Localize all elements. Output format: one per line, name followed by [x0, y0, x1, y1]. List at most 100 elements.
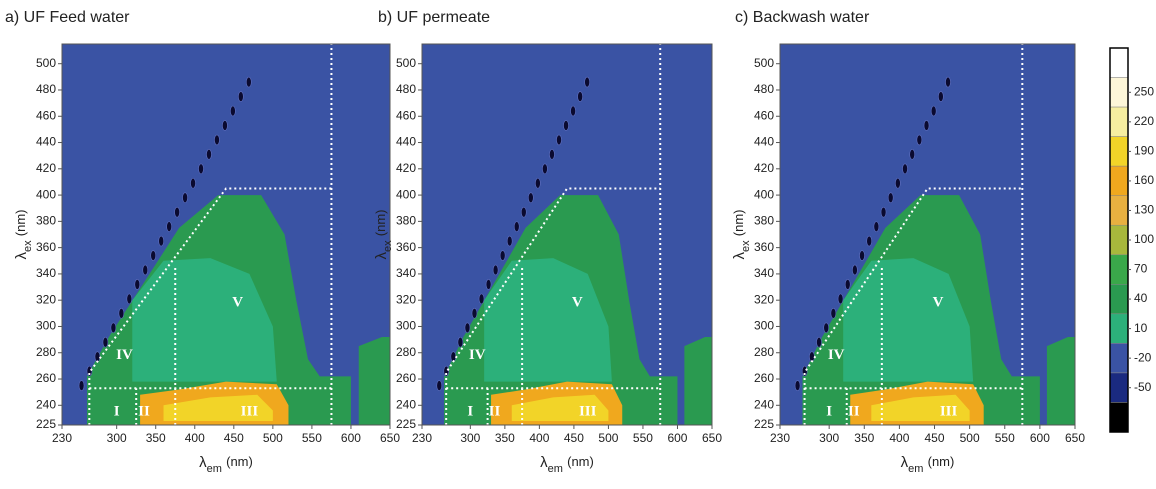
y-tick-label: 360 [754, 240, 774, 254]
colorbar-tick-label: 70 [1134, 262, 1148, 276]
scatter-band [520, 206, 527, 218]
scatter-band [166, 221, 172, 232]
axis-subscript: em [207, 463, 222, 475]
y-tick-label: 300 [754, 319, 774, 333]
plot-frame [779, 43, 1076, 426]
colorbar-box [1109, 372, 1129, 403]
scatter-band [230, 105, 236, 117]
contour-region [871, 394, 970, 422]
x-tick-label: 650 [380, 431, 400, 445]
x-tick-label: 500 [598, 431, 618, 445]
colorbar-box [1109, 402, 1129, 433]
contour-region [484, 258, 612, 382]
axis-unit: (nm) [928, 454, 955, 469]
colorbar-tick-label: 190 [1134, 144, 1154, 158]
x-tick-label: 450 [925, 431, 945, 445]
axis-subscript: ex [22, 240, 34, 252]
scatter-band [158, 235, 164, 247]
y-tick-label: 500 [754, 56, 774, 70]
y-tick-label: 260 [36, 371, 56, 385]
x-tick-label: 600 [341, 431, 361, 445]
y-tick-label: 240 [36, 397, 56, 411]
y-tick-label: 480 [396, 82, 416, 96]
scatter-band [206, 149, 212, 160]
scatter-band [126, 293, 133, 305]
y-tick-label: 440 [36, 135, 56, 149]
region-label: IV [469, 347, 486, 363]
x-tick-label: 500 [960, 431, 980, 445]
y-tick-label: 340 [36, 266, 56, 280]
region-label: III [241, 403, 259, 419]
scatter-band [134, 279, 141, 290]
scatter-band [852, 264, 858, 276]
colorbar-box [1109, 165, 1129, 196]
x-tick-label: 450 [564, 431, 584, 445]
scatter-band [198, 163, 204, 175]
axis-symbol: λ [373, 252, 390, 260]
scatter-band [945, 76, 951, 88]
axis-subscript: ex [382, 240, 394, 252]
x-tick-label: 500 [263, 431, 283, 445]
scatter-band [464, 322, 471, 334]
scatter-band [556, 134, 562, 146]
colorbar-tick-label: -50 [1134, 380, 1152, 394]
colorbar-box [1109, 224, 1129, 256]
scatter-band [492, 264, 499, 276]
y-tick-label: 420 [36, 161, 56, 175]
contour-region [684, 336, 712, 425]
scatter-band [499, 250, 506, 261]
x-tick-label: 230 [412, 431, 432, 445]
x-tick-label: 300 [107, 431, 127, 445]
y-tick-label: 420 [754, 161, 774, 175]
y-tick-label: 400 [396, 187, 416, 201]
axis-label: λem (nm) [901, 454, 955, 475]
y-tick-label: 480 [754, 82, 774, 96]
scatter-band [570, 105, 576, 117]
axis-subscript: ex [740, 240, 752, 252]
axis-symbol: λ [901, 454, 909, 471]
scatter-band [436, 380, 443, 391]
scatter-band [930, 105, 937, 117]
scatter-band [902, 163, 908, 175]
scatter-band [873, 221, 880, 232]
y-tick-label: 225 [36, 417, 56, 431]
scatter-band [78, 380, 85, 391]
axis-unit: (nm) [226, 454, 253, 469]
scatter-band [457, 336, 464, 348]
scatter-band [238, 91, 244, 102]
scatter-band [528, 192, 534, 204]
x-tick-label: 600 [1030, 431, 1050, 445]
colorbar-tick-label: 250 [1134, 84, 1154, 98]
y-tick-label: 340 [754, 266, 774, 280]
region-label: II [848, 403, 860, 419]
scatter-band [535, 177, 541, 189]
y-tick-label: 460 [36, 108, 56, 122]
y-tick-label: 360 [36, 240, 56, 254]
region-boundary [445, 187, 661, 425]
colorbar-tick-label: 220 [1134, 114, 1154, 128]
region-label: V [232, 294, 243, 310]
y-tick-label: 380 [36, 214, 56, 228]
y-tick-label: 225 [396, 417, 416, 431]
scatter-band [837, 293, 844, 305]
panel-title: c) Backwash water [735, 9, 870, 26]
region-label: II [489, 403, 501, 419]
region-label: IV [828, 347, 845, 363]
y-tick-label: 300 [36, 319, 56, 333]
x-tick-label: 300 [460, 431, 480, 445]
scatter-band [102, 336, 109, 348]
scatter-band [190, 177, 196, 189]
plot-frame [61, 43, 391, 426]
scatter-band [471, 308, 478, 319]
panel-title: b) UF permeate [378, 9, 490, 26]
y-tick-label: 260 [396, 371, 416, 385]
axis-unit: (nm) [731, 209, 746, 236]
scatter-band [94, 351, 101, 362]
x-tick-label: 230 [52, 431, 72, 445]
scatter-band [816, 336, 822, 348]
colorbar-box [1109, 343, 1129, 374]
axis-label: λem (nm) [540, 454, 594, 475]
y-tick-label: 300 [396, 319, 416, 333]
scatter-band [584, 76, 590, 88]
